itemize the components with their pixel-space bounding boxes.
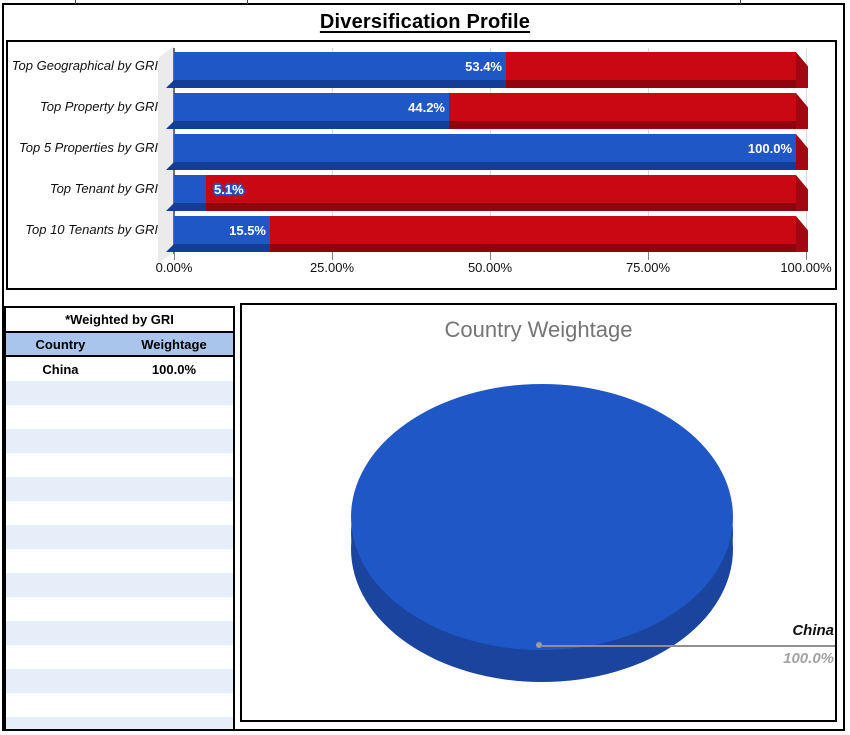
bar-bevel-red (270, 244, 796, 252)
bar-bevel-blue (166, 244, 270, 252)
pie-chart-title: Country Weightage (444, 317, 633, 342)
weightage-table: *Weighted by GRI Country Weightage China… (4, 306, 235, 731)
table-cell-weightage[interactable]: 100.0% (151, 361, 197, 377)
table-empty-row (6, 381, 233, 405)
bar-data-label: 53.4% (465, 58, 502, 74)
bar-category-label: Top Tenant by GRI (49, 180, 158, 196)
table-empty-row (6, 693, 233, 717)
bar-data-label: 15.5% (229, 222, 266, 238)
gridline-stub (247, 0, 248, 4)
bar-bevel-red (506, 80, 796, 88)
axis-tick (174, 252, 175, 260)
bar-category-label: Top Property by GRI (39, 98, 158, 114)
page-title-row: Diversification Profile (6, 7, 844, 37)
bar-segment-red (206, 175, 796, 203)
gridline-stub (75, 0, 76, 4)
bar-bevel-blue (166, 203, 206, 211)
bar-segment-blue (174, 52, 506, 80)
bar-bevel-red (449, 121, 796, 129)
pie-leader-line (542, 645, 835, 647)
axis-tick (648, 252, 649, 260)
bar-segment-blue (174, 93, 449, 121)
axis-tick-label: 75.00% (625, 260, 671, 275)
pie-leader-dot (536, 642, 542, 648)
table-cell-country[interactable]: China (42, 361, 79, 377)
bar-category-label: Top Geographical by GRI (11, 57, 158, 73)
bar-data-label: 44.2% (408, 99, 445, 115)
bar-segment-blue (174, 216, 270, 244)
bar-data-label: 5.1% (214, 181, 244, 197)
table-empty-row (6, 621, 233, 645)
pie-label-name: China (792, 622, 834, 639)
table-empty-row (6, 501, 233, 525)
axis-tick (490, 252, 491, 260)
bar-segment-blue (174, 175, 206, 203)
table-empty-row (6, 405, 233, 429)
bar-bevel-red (206, 203, 796, 211)
bar-segment-blue (174, 134, 796, 162)
bar-chart-panel[interactable]: Top Geographical by GRI 53.4% Top Property… (6, 40, 837, 290)
bar-bevel-blue (166, 80, 506, 88)
gridline-stub (740, 0, 741, 4)
table-empty-row (6, 717, 233, 729)
table-empty-row (6, 669, 233, 693)
table-title[interactable]: *Weighted by GRI (6, 308, 233, 333)
bar-category-label: Top 10 Tenants by GRI (25, 221, 158, 237)
table-empty-row (6, 429, 233, 453)
pie-label-value: 100.0% (783, 650, 834, 667)
bar-segment-red (449, 93, 796, 121)
axis-tick-label: 0.00% (155, 260, 193, 275)
table-header-row: Country Weightage (6, 333, 233, 357)
bar-segment-red (506, 52, 796, 80)
table-empty-row (6, 645, 233, 669)
axis-tick (332, 252, 333, 260)
bar-segment-red (270, 216, 796, 244)
axis-tick-label: 50.00% (467, 260, 513, 275)
pie-chart-panel[interactable]: Country Weightage China 100.0% (240, 303, 837, 722)
table-header-weightage[interactable]: Weightage (141, 336, 207, 352)
table-empty-row (6, 597, 233, 621)
table-empty-rows (6, 381, 233, 729)
table-empty-row (6, 549, 233, 573)
table-empty-row (6, 573, 233, 597)
table-row: China 100.0% (6, 357, 233, 381)
page-title: Diversification Profile (319, 10, 531, 33)
axis-tick (806, 252, 807, 260)
table-empty-row (6, 525, 233, 549)
pie-slice-china (351, 384, 733, 650)
bar-data-label: 100.0% (747, 140, 792, 156)
table-header-country[interactable]: Country (35, 336, 86, 352)
axis-tick-label: 100.00% (780, 260, 832, 275)
table-empty-row (6, 477, 233, 501)
axis-tick-label: 25.00% (309, 260, 355, 275)
bar-bevel-blue (166, 121, 449, 129)
bar-category-label: Top 5 Properties by GRI (19, 139, 158, 155)
bar-bevel-blue (166, 162, 796, 170)
table-empty-row (6, 453, 233, 477)
